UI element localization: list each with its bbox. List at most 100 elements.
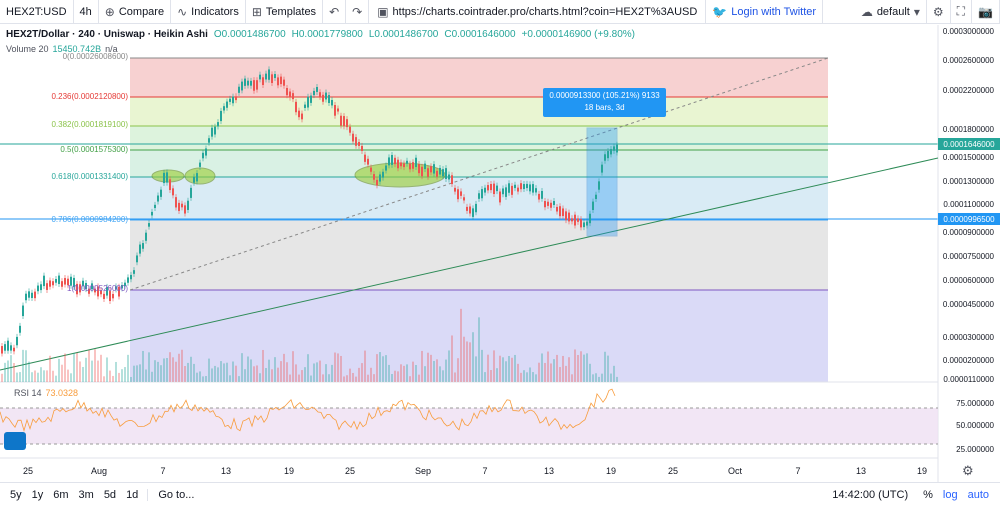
candle-body (211, 127, 213, 137)
volume-bar (124, 367, 126, 382)
chart-url[interactable]: ▣ https://charts.cointrader.pro/charts.ht… (369, 0, 707, 24)
range-5d[interactable]: 5d (103, 489, 117, 501)
candle-body (448, 174, 450, 180)
templates-button[interactable]: ⊞ Templates (246, 0, 324, 24)
camera-icon: 📷 (978, 4, 993, 19)
volume-bar (427, 352, 429, 382)
candle-body (88, 288, 90, 294)
volume-bar (613, 365, 615, 382)
volume-bar (508, 355, 510, 382)
snapshot-button[interactable]: 📷 (972, 0, 1000, 24)
twitter-login-button[interactable]: 🐦 Login with Twitter (706, 0, 824, 24)
volume-bar (445, 359, 447, 382)
candle-body (592, 201, 594, 210)
price-chart[interactable] (0, 25, 1000, 482)
volume-bar (481, 349, 483, 382)
candle-body (295, 101, 297, 113)
volume-bar (256, 365, 258, 382)
y-axis-tick: 0.0000600000 (942, 276, 994, 285)
volume-bar (601, 373, 603, 382)
redo-button[interactable]: ↷ (346, 0, 370, 24)
indicators-button[interactable]: ∿ Indicators (171, 0, 246, 24)
candle-body (373, 174, 375, 180)
candle-body (526, 183, 528, 189)
candle-body (298, 110, 300, 118)
volume-bar (13, 363, 15, 382)
goto-button[interactable]: Go to... (147, 489, 204, 501)
candle-body (520, 183, 522, 190)
candle-body (280, 76, 282, 85)
auto-toggle[interactable]: auto (967, 489, 989, 501)
candle-body (289, 91, 291, 98)
volume-legend[interactable]: Volume 20 15450.742B n/a (6, 44, 118, 54)
candle-body (22, 305, 24, 317)
volume-bar (409, 376, 411, 382)
rsi-legend[interactable]: RSI 14 73.0328 (14, 388, 78, 398)
volume-bar (511, 357, 513, 382)
volume-bar (253, 366, 255, 382)
candle-body (301, 113, 303, 120)
layout-button[interactable]: ☁ default ▾ (855, 0, 927, 24)
candle-body (580, 219, 582, 228)
symbol-search[interactable]: HEX2T:USD (0, 0, 74, 24)
volume-bar (535, 374, 537, 382)
candle-body (517, 187, 519, 192)
interval-button[interactable]: 4h (74, 0, 99, 24)
range-3m[interactable]: 3m (78, 489, 94, 501)
candle-body (229, 98, 231, 102)
volume-bar (439, 366, 441, 382)
candle-body (43, 275, 45, 287)
candle-body (181, 203, 183, 208)
undo-button[interactable]: ↶ (323, 0, 347, 24)
volume-bar (607, 355, 609, 382)
interval-label: 4h (79, 5, 92, 18)
axis-gear-icon[interactable]: ⚙ (962, 463, 974, 478)
candle-body (400, 162, 402, 167)
volume-bar (304, 367, 306, 382)
candle-body (127, 277, 129, 283)
candle-body (115, 286, 117, 290)
rsi-line (0, 388, 616, 432)
range-1y[interactable]: 1y (31, 489, 44, 501)
x-axis-tick: Oct (727, 466, 743, 476)
volume-bar (571, 374, 573, 382)
range-5y[interactable]: 5y (10, 489, 22, 501)
volume-bar (382, 356, 384, 382)
volume-bar (172, 357, 174, 382)
volume-label: Volume 20 (6, 44, 49, 54)
highlight-ellipse (184, 167, 216, 185)
volume-bar (538, 362, 540, 382)
volume-bar (514, 354, 516, 382)
volume-bar (373, 374, 375, 382)
volume-bar (565, 365, 567, 382)
x-axis-tick: Aug (90, 466, 108, 476)
fullscreen-button[interactable]: ⛶ (951, 0, 973, 24)
candle-body (562, 208, 564, 217)
percent-toggle[interactable]: % (923, 489, 933, 501)
volume-bar (541, 353, 543, 382)
candle-body (382, 171, 384, 178)
x-axis-tick: 13 (543, 466, 555, 476)
volume-bar (100, 354, 102, 382)
candle-body (184, 205, 186, 214)
volume-bar (43, 370, 45, 382)
fib-level-label: 0(0.00026008600) (62, 52, 128, 61)
candle-body (265, 73, 267, 80)
compare-button[interactable]: ⊕ Compare (99, 0, 172, 24)
legend-low: L0.0001486700 (368, 29, 439, 40)
log-toggle[interactable]: log (942, 489, 958, 501)
volume-bar (265, 368, 267, 382)
range-6m[interactable]: 6m (53, 489, 69, 501)
range-1d[interactable]: 1d (126, 489, 139, 501)
candle-body (286, 88, 288, 96)
settings-button[interactable]: ⚙ (927, 0, 951, 24)
top-toolbar: HEX2T:USD 4h ⊕ Compare ∿ Indicators ⊞ Templ… (0, 0, 1000, 24)
candle-body (175, 197, 177, 208)
candle-body (508, 183, 510, 193)
candle-body (160, 189, 162, 197)
candle-body (118, 286, 120, 297)
volume-bar (139, 364, 141, 382)
candle-body (85, 282, 87, 290)
volume-bar (22, 349, 24, 382)
candle-body (514, 184, 516, 189)
